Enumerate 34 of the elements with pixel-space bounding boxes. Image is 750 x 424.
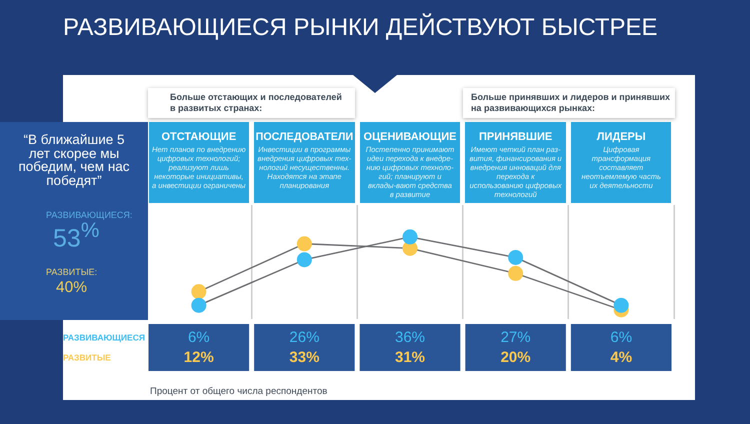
point — [191, 284, 206, 300]
x-tick-label: ЛИДЕРЫ — [596, 131, 646, 144]
data-label: 31% — [394, 349, 426, 366]
text: “В ближайшие 5 лет скорее мы победим, чем нас победят” — [17, 132, 131, 188]
text: 40% — [56, 279, 88, 297]
x-tick-label: ОТСТАЮЩИЕ — [161, 131, 236, 144]
text: РАЗВИВАЮЩИЕСЯ: — [46, 210, 132, 220]
point — [508, 250, 524, 265]
data-label: 20% — [500, 349, 531, 366]
text: 53$^{%}$ — [53, 219, 100, 254]
data-label: 33% — [289, 349, 320, 366]
point — [402, 229, 418, 244]
point — [191, 298, 206, 313]
text: РАЗВИВАЮЩИЕСЯ — [63, 332, 145, 342]
x-tick-label: ПРИНЯВШИЕ — [478, 131, 552, 144]
data-label: 26% — [289, 329, 320, 346]
data-label: 27% — [500, 329, 531, 346]
chart-title: РАЗВИВАЮЩИЕСЯ РЫНКИ ДЕЙСТВУЮТ БЫСТРЕЕ — [63, 14, 658, 42]
text: Больше принявших и лидеров и принявших на развивающихся рынках: — [471, 92, 670, 114]
x-tick-label: ОЦЕНИВАЮЩИЕ — [364, 131, 456, 144]
x-tick-label: ПОСЛЕДОВАТЕЛИ — [256, 130, 354, 144]
point — [508, 266, 524, 281]
data-label: 6% — [610, 329, 632, 346]
point — [296, 236, 312, 252]
data-label: 4% — [610, 349, 632, 366]
data-label: 36% — [394, 329, 426, 346]
text: Больше отстающих и последователей в развитых странах: — [170, 92, 342, 114]
data-label: 6% — [188, 329, 210, 346]
data-label: 12% — [184, 349, 214, 366]
text: Процент от общего числа респондентов — [150, 386, 328, 397]
text: РАЗВИТЫЕ — [63, 352, 112, 362]
point — [296, 252, 312, 268]
text: РАЗВИТЫЕ: — [46, 267, 98, 277]
point — [614, 298, 629, 313]
